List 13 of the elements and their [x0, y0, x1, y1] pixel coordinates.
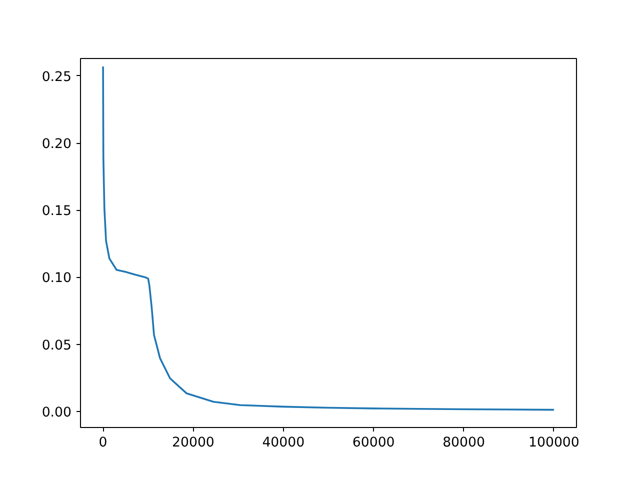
- y-tick-label: 0.15: [42, 204, 72, 220]
- x-tick-label: 0: [98, 436, 108, 450]
- x-tick-label: 80000: [442, 436, 485, 450]
- x-tick-label: 40000: [262, 436, 305, 450]
- y-tick-label: 0.10: [42, 271, 72, 286]
- y-tick-label: 0.20: [42, 137, 72, 152]
- y-tick-label: 0.00: [42, 405, 72, 420]
- x-tick-label: 20000: [172, 436, 214, 450]
- line-series: [102, 66, 555, 411]
- y-tick-label: 0.05: [42, 338, 72, 354]
- y-tick-label: 0.25: [42, 70, 72, 85]
- x-tick-label: 60000: [352, 436, 395, 450]
- x-tick-label: 100000: [528, 436, 580, 450]
